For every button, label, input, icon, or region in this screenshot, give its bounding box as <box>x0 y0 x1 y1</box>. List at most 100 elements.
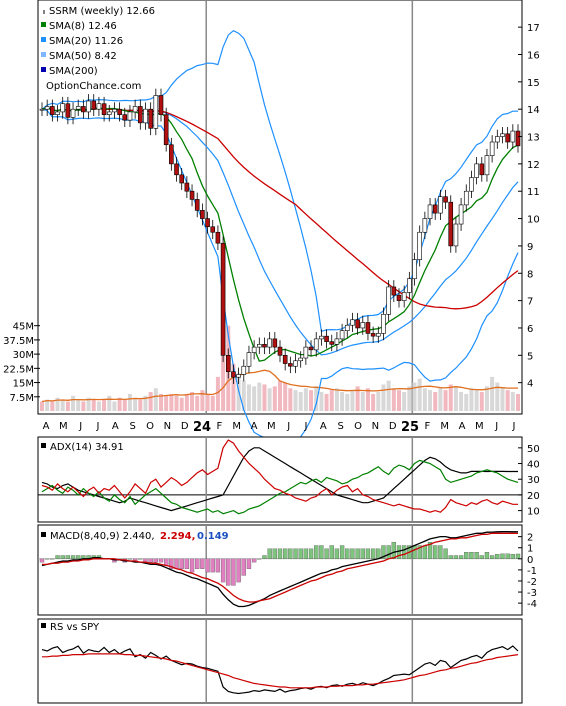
volume-tick-label: 7.5M <box>9 393 34 404</box>
macd-hist-bar <box>179 558 184 569</box>
x-axis-labels: A M J J A S O N D 24 F M A M J J A S O N D 25 F M A M J J <box>43 420 516 435</box>
macd-hist-bar <box>422 545 428 559</box>
volume-bar <box>278 380 282 411</box>
macd-tick-label: -2 <box>527 577 537 588</box>
macd-hist-label: 0.149 <box>197 531 229 542</box>
volume-bar <box>500 388 505 411</box>
macd-hist-bar <box>153 558 158 563</box>
candle-body <box>277 346 283 356</box>
macd-hist-bar <box>169 558 174 569</box>
x-axis-label: J <box>78 421 82 432</box>
macd-hist-bar <box>45 558 50 560</box>
volume-bar <box>303 388 308 411</box>
macd-hist-bar <box>76 555 81 559</box>
volume-bar <box>267 388 272 411</box>
candle-body <box>70 108 76 118</box>
price-tick-label: 8 <box>527 269 533 280</box>
candle-body <box>174 163 179 176</box>
candle-body <box>422 218 428 233</box>
volume-bar <box>159 393 163 411</box>
adx-series-line <box>41 447 518 512</box>
candle-body <box>308 346 314 351</box>
candle-body <box>453 223 459 247</box>
volume-bar <box>417 378 422 411</box>
x-axis-label: J <box>286 421 290 432</box>
candle-body <box>189 190 195 200</box>
volume-bar <box>391 388 396 411</box>
candle-body <box>339 330 345 340</box>
macd-hist-bar <box>412 545 417 559</box>
candle-body <box>106 111 112 115</box>
macd-hist-bar <box>257 558 262 560</box>
macd-hist-bar <box>236 558 241 583</box>
volume-bar <box>334 388 339 411</box>
macd-hist-bar <box>370 548 376 559</box>
candle-body <box>313 338 319 351</box>
volume-tick-label: 15M <box>13 379 34 390</box>
macd-hist-bar <box>334 548 340 559</box>
volume-bar <box>231 363 236 411</box>
volume-bar <box>360 392 365 411</box>
macd-signal-label: 2.294, <box>160 531 195 542</box>
macd-tick-label: 0 <box>527 555 533 566</box>
volume-bar <box>179 397 184 411</box>
volume-bar <box>112 401 117 411</box>
macd-hist-bar <box>479 555 484 559</box>
macd-hist-bar <box>298 548 303 559</box>
candle-body <box>231 371 236 378</box>
candle-body <box>344 324 350 331</box>
volume-bar <box>215 376 220 411</box>
volume-bar <box>340 392 345 411</box>
candle-body <box>515 130 521 147</box>
volume-bar <box>469 388 474 411</box>
volume-bar <box>453 386 458 411</box>
candle-body <box>215 231 221 244</box>
candle-body <box>143 108 148 124</box>
adx-tick-label: 10 <box>527 507 540 518</box>
volume-bar <box>174 395 179 411</box>
macd-hist-bar <box>55 555 60 559</box>
volume-bar <box>71 395 76 411</box>
volume-bar <box>148 392 153 411</box>
x-axis-label: N <box>164 421 171 432</box>
macd-hist-bar <box>127 558 133 560</box>
volume-bar <box>60 399 65 411</box>
volume-bar <box>262 384 267 411</box>
macd-hist-bar <box>319 545 324 559</box>
x-axis-label: M <box>232 421 241 432</box>
macd-hist-bar <box>189 558 195 573</box>
x-axis-label: D <box>181 421 189 432</box>
candle-body <box>257 344 262 348</box>
volume-bar <box>350 390 355 411</box>
volume-bar <box>329 390 334 411</box>
macd-hist-bar <box>164 558 169 566</box>
candle-body <box>205 218 210 228</box>
volume-bar <box>164 395 169 411</box>
candle-body <box>179 174 184 184</box>
macd-hist-bar <box>60 555 65 559</box>
volume-bar <box>443 390 448 411</box>
candle-body <box>96 103 102 110</box>
macd-label: MACD(8,40,9) 2.440, <box>50 531 155 542</box>
volume-bar <box>96 401 101 411</box>
candle-body <box>169 144 174 165</box>
macd-hist-bar <box>267 548 272 559</box>
macd-hist-bar <box>505 553 510 559</box>
volume-tick-label: 22.5M <box>3 364 34 375</box>
macd-panel-frame <box>37 524 523 616</box>
volume-bar <box>257 382 262 411</box>
x-axis-label: M <box>59 421 68 432</box>
candle-body <box>303 346 309 359</box>
price-tick-label: 16 <box>527 50 540 61</box>
candle-body <box>370 333 376 337</box>
candle-body <box>355 319 360 329</box>
macd-hist-bar <box>272 548 277 559</box>
volume-bar <box>324 393 329 411</box>
candle-body <box>448 201 454 247</box>
volume-bar <box>55 397 60 411</box>
volume-bar <box>200 390 205 411</box>
macd-hist-bar <box>303 548 309 559</box>
volume-bar <box>397 390 401 411</box>
macd-hist-bar <box>381 545 386 559</box>
